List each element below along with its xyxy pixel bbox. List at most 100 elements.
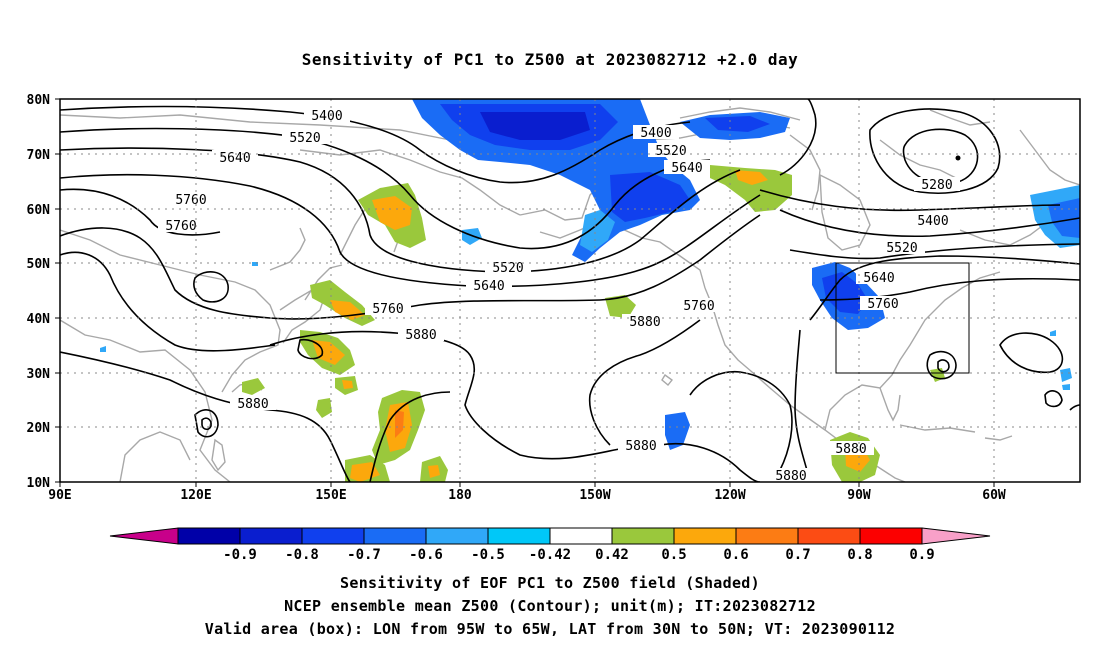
- contour-label: 5880: [622, 314, 668, 330]
- colorbar-label: -0.7: [347, 547, 381, 563]
- colorbar-swatch: [797, 527, 861, 545]
- lon-label: 120E: [180, 488, 211, 503]
- svg-text:5640: 5640: [671, 161, 702, 176]
- colorbar-label: -0.42: [529, 547, 571, 563]
- colorbar-swatch: [549, 527, 613, 545]
- lat-label: 60N: [27, 203, 51, 218]
- svg-text:5880: 5880: [835, 442, 866, 457]
- svg-text:5640: 5640: [473, 279, 504, 294]
- contour-label: 5760: [168, 192, 214, 208]
- contour-label: 5880: [230, 396, 276, 412]
- svg-text:5760: 5760: [867, 297, 898, 312]
- latitude-labels: 80N 70N 60N 50N 40N 30N 20N 10N: [27, 93, 51, 491]
- contour-label: 5760: [860, 296, 906, 312]
- lon-label: 150E: [315, 488, 346, 503]
- svg-text:5520: 5520: [886, 241, 917, 256]
- colorbar-swatch: [735, 527, 799, 545]
- colorbar-swatch: [487, 527, 551, 545]
- colorbar-label: 0.8: [847, 547, 872, 563]
- svg-text:5760: 5760: [175, 193, 206, 208]
- lon-label: 120W: [714, 488, 745, 503]
- lat-lon-grid: [60, 99, 1080, 482]
- svg-text:5520: 5520: [289, 131, 320, 146]
- colorbar-label: 0.9: [909, 547, 934, 563]
- svg-text:5640: 5640: [863, 271, 894, 286]
- svg-text:5760: 5760: [165, 219, 196, 234]
- caption-contour: NCEP ensemble mean Z500 (Contour); unit(…: [284, 597, 816, 615]
- svg-text:5880: 5880: [629, 315, 660, 330]
- colorbar-label: 0.6: [723, 547, 748, 563]
- colorbar-label: 0.5: [661, 547, 686, 563]
- lon-label: 90E: [48, 488, 71, 503]
- contour-label: 5880: [618, 438, 664, 454]
- caption-shading: Sensitivity of EOF PC1 to Z500 field (Sh…: [340, 574, 760, 592]
- lon-label: 60W: [982, 488, 1006, 503]
- contour-label: 5520: [648, 143, 694, 159]
- lon-label: 150W: [579, 488, 610, 503]
- lon-label: 90W: [847, 488, 871, 503]
- colorbar-high-extension: [921, 527, 991, 545]
- colorbar-label: -0.8: [285, 547, 319, 563]
- contour-label: 5640: [856, 270, 902, 286]
- lat-label: 10N: [27, 476, 51, 491]
- axis-ticks: [55, 98, 995, 487]
- contour-label: 5640: [466, 278, 512, 294]
- lat-label: 20N: [27, 421, 51, 436]
- colorbar-label: 0.42: [595, 547, 629, 563]
- lon-label: 180: [448, 488, 472, 503]
- svg-text:5520: 5520: [492, 261, 523, 276]
- svg-text:5400: 5400: [311, 109, 342, 124]
- contour-label: 5400: [633, 125, 679, 141]
- low-center-marker: [955, 155, 961, 161]
- svg-text:5520: 5520: [655, 144, 686, 159]
- colorbar-swatch: [177, 527, 241, 545]
- negative-sensitivity-shading: [100, 99, 1080, 450]
- colorbar-swatch: [239, 527, 303, 545]
- colorbar-label: 0.7: [785, 547, 810, 563]
- svg-text:5400: 5400: [917, 214, 948, 229]
- colorbar-label: -0.5: [471, 547, 505, 563]
- lat-label: 40N: [27, 312, 51, 327]
- contour-label: 5880: [828, 441, 874, 457]
- contour-label: 5520: [282, 130, 328, 146]
- svg-text:5760: 5760: [372, 302, 403, 317]
- lat-label: 50N: [27, 257, 51, 272]
- lat-label: 30N: [27, 367, 51, 382]
- valid-area-box: [835, 262, 970, 374]
- colorbar-low-extension: [109, 527, 179, 545]
- contour-label: 5880: [398, 327, 444, 343]
- contour-label: 5640: [664, 160, 710, 176]
- colorbar-swatch: [301, 527, 365, 545]
- map-frame: [59, 98, 1081, 483]
- lat-label: 80N: [27, 93, 51, 108]
- contour-label: 5400: [304, 108, 350, 124]
- svg-text:5880: 5880: [775, 469, 806, 484]
- longitude-labels: 90E 120E 150E 180 150W 120W 90W 60W: [48, 488, 1006, 503]
- svg-text:5880: 5880: [625, 439, 656, 454]
- contour-label: 5520: [485, 260, 531, 276]
- figure-title: Sensitivity of PC1 to Z500 at 2023082712…: [301, 50, 799, 69]
- colorbar-swatch: [363, 527, 427, 545]
- contour-label: 5280: [914, 177, 960, 193]
- contour-label: 5760: [365, 301, 411, 317]
- contour-label: 5760: [158, 218, 204, 234]
- caption-valid-area: Valid area (box): LON from 95W to 65W, L…: [204, 620, 896, 638]
- colorbar-swatch: [673, 527, 737, 545]
- lat-label: 70N: [27, 148, 51, 163]
- contour-label-layer: 5400 5520 5640 5760 5760 5400 5520 5640 …: [158, 108, 960, 484]
- colorbar-swatch: [611, 527, 675, 545]
- svg-text:5400: 5400: [640, 126, 671, 141]
- contour-label: 5760: [676, 298, 722, 314]
- contour-label: 5400: [910, 213, 956, 229]
- colorbar-swatch: [425, 527, 489, 545]
- svg-text:5880: 5880: [405, 328, 436, 343]
- colorbar: -0.9 -0.8 -0.7 -0.6 -0.5 -0.42 0.42 0.5 0.6 0.7 0.…: [109, 527, 991, 563]
- svg-text:5760: 5760: [683, 299, 714, 314]
- contour-label: 5640: [212, 150, 258, 166]
- colorbar-swatch: [859, 527, 923, 545]
- colorbar-label: -0.9: [223, 547, 257, 563]
- svg-text:5880: 5880: [237, 397, 268, 412]
- contour-label: 5880: [768, 468, 814, 484]
- colorbar-label: -0.6: [409, 547, 443, 563]
